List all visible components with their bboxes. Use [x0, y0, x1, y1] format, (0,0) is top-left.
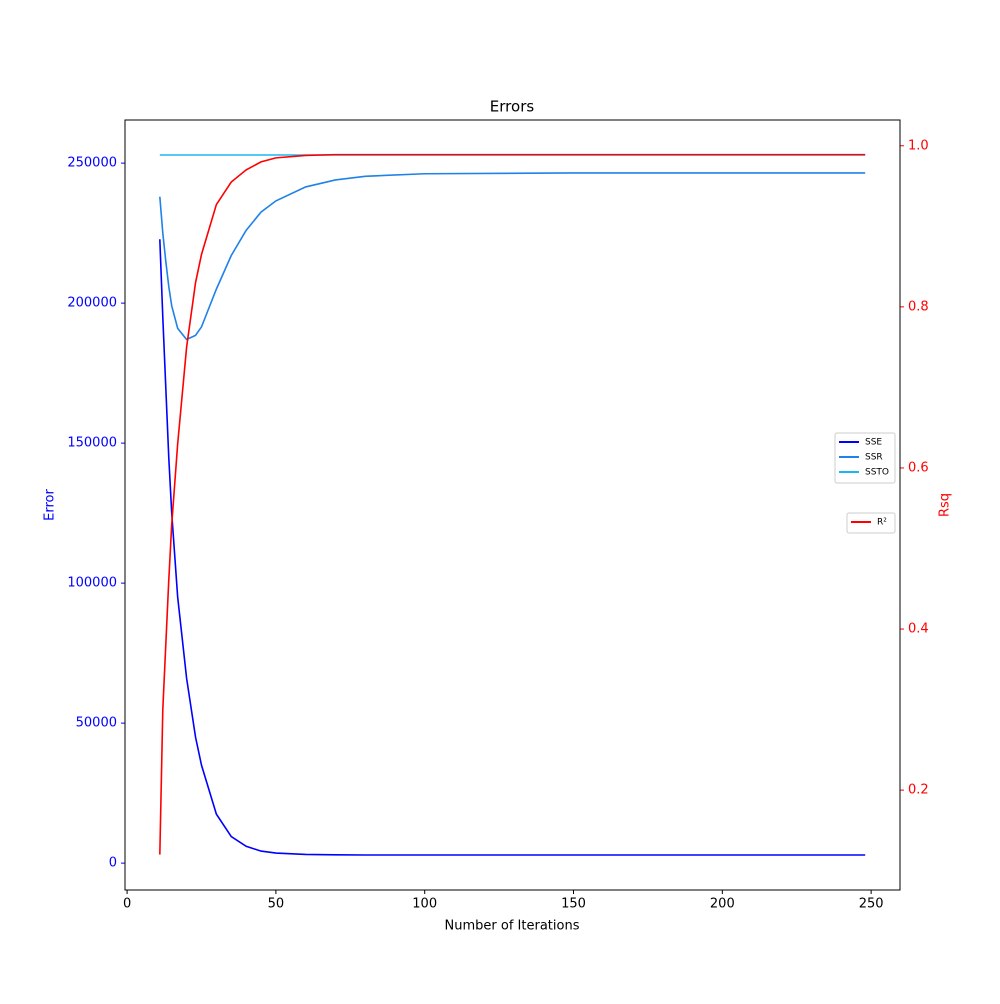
plot-frame	[124, 119, 901, 891]
legend-label: R²	[877, 518, 887, 528]
legend-label: SSE	[865, 438, 882, 448]
x-axis-label: Number of Iterations	[445, 919, 580, 934]
y-tick-label: 0	[109, 856, 117, 871]
y-tick-label: 200000	[67, 296, 117, 311]
y2-axis-label: Rsq	[938, 493, 953, 517]
y2-tick-label: 0.2	[908, 783, 929, 798]
y2-tick-label: 0.8	[908, 299, 929, 314]
x-tick-label: 250	[859, 897, 884, 912]
y-tick-label: 150000	[67, 436, 117, 451]
x-tick-label: 0	[123, 897, 131, 912]
y-axis-label: Error	[43, 489, 58, 521]
line-series	[159, 172, 866, 341]
y-tick-label: 250000	[67, 156, 117, 171]
line-series	[159, 153, 866, 855]
x-tick-label: 200	[710, 897, 735, 912]
y-tick-label: 100000	[67, 576, 117, 591]
x-tick-label: 150	[561, 897, 586, 912]
x-tick-label: 50	[268, 897, 285, 912]
legend-label: SSTO	[865, 468, 889, 478]
x-tick-label: 100	[412, 897, 437, 912]
y2-tick-label: 1.0	[908, 138, 929, 153]
y-tick-label: 50000	[76, 716, 117, 731]
y2-tick-label: 0.6	[908, 460, 929, 475]
legend-label: SSR	[865, 453, 883, 463]
line-series	[159, 239, 866, 856]
y2-tick-label: 0.4	[908, 622, 929, 637]
chart-title: Errors	[490, 98, 535, 116]
legend-box	[834, 432, 896, 484]
